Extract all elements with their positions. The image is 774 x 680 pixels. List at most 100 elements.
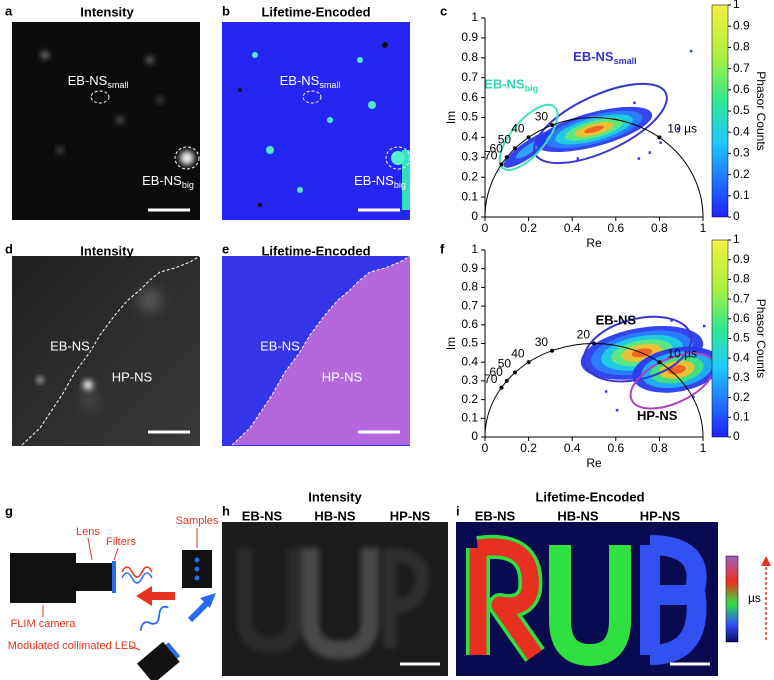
y-axis-label: Im <box>444 337 458 350</box>
annotation: EB-NS <box>50 338 90 353</box>
lifetime-label: 70 <box>484 149 498 163</box>
colorbar-tick-label: 0.5 <box>733 103 750 117</box>
column-label: EB-NS <box>242 508 283 523</box>
cluster-label: EB-NSsmall <box>573 49 636 66</box>
image-i <box>456 522 771 676</box>
y-tick-label: 0.1 <box>461 410 478 424</box>
text: EB-NS <box>68 73 108 88</box>
lifetime-marker <box>526 360 531 365</box>
panel-label: a <box>5 3 13 18</box>
lifetime-marker <box>526 135 531 140</box>
lifetime-marker <box>550 123 555 128</box>
subscript: small <box>614 56 637 66</box>
annotation: EB-NSsmall <box>68 73 129 90</box>
panel-title: Intensity <box>308 489 362 504</box>
y-axis-label: Im <box>444 111 458 124</box>
panel-title: Intensity <box>80 243 134 258</box>
cluster-label: EB-NSbig <box>484 77 538 94</box>
x-axis-label: Re <box>586 456 602 470</box>
subscript: big <box>182 180 194 190</box>
image-e <box>222 255 411 446</box>
column-label: HP-NS <box>390 508 431 523</box>
x-tick-label: 0 <box>482 221 489 235</box>
y-tick-label: 0.5 <box>461 336 478 350</box>
lifetime-marker <box>504 378 509 383</box>
setup-diagram <box>10 528 216 680</box>
part-label: Lens <box>76 526 100 538</box>
x-tick-label: 0.4 <box>564 221 581 235</box>
annotation: EB-NSsmall <box>280 73 341 90</box>
y-tick-label: 0.8 <box>461 280 478 294</box>
lifetime-marker <box>657 360 662 365</box>
text: EB-NS <box>484 77 525 92</box>
lifetime-marker <box>499 162 504 167</box>
y-tick-label: 0.7 <box>461 298 478 312</box>
cluster-outline <box>582 315 693 383</box>
cluster-label: HP-NS <box>637 408 678 423</box>
phasor-point <box>676 127 680 130</box>
lifetime-label: 60 <box>489 365 503 379</box>
part-label: Samples <box>176 515 219 527</box>
y-tick-label: 0.8 <box>461 50 478 64</box>
lifetime-label: 70 <box>484 372 498 386</box>
panel-label: b <box>222 3 230 18</box>
phasor-point <box>604 390 608 393</box>
column-label: HP-NS <box>640 508 681 523</box>
colorbar-tick-label: 0.2 <box>733 390 750 404</box>
lifetime-marker <box>657 135 662 140</box>
colorbar-label: Phasor Counts <box>754 299 768 378</box>
x-axis-label: Re <box>586 236 602 250</box>
colorbar-tick-label: 0.6 <box>733 311 750 325</box>
colorbar-tick-label: 0.6 <box>733 82 750 96</box>
annotation: EB-NSbig <box>354 173 406 190</box>
phasor-point <box>576 157 580 160</box>
column-label: EB-NS <box>475 508 516 523</box>
x-tick-label: 0.2 <box>520 221 537 235</box>
x-tick-label: 1 <box>700 221 707 235</box>
panel-label: i <box>456 503 460 518</box>
panel-title: Lifetime-Encoded <box>261 4 370 19</box>
part-label: Modulated collimated LED <box>8 640 136 652</box>
colorbar-tick-label: 1 <box>733 232 740 246</box>
annotation: HP-NS <box>112 369 153 384</box>
colorbar-tick-label: 0.3 <box>733 146 750 160</box>
text: EB-NS <box>280 73 320 88</box>
colorbar-tick-label: 0.5 <box>733 331 750 345</box>
panel-title: Lifetime-Encoded <box>535 489 644 504</box>
cluster-label: EB-NS <box>596 312 637 327</box>
panel-label: h <box>222 503 230 518</box>
lifetime-marker <box>513 146 518 151</box>
x-tick-label: 1 <box>700 441 707 455</box>
y-tick-label: 0.7 <box>461 70 478 84</box>
colorbar-tick-label: 0.1 <box>733 409 750 423</box>
colorbar <box>711 4 729 218</box>
text: EB-NS <box>142 173 182 188</box>
y-tick-label: 0.2 <box>461 169 478 183</box>
y-tick-label: 0.4 <box>461 354 478 368</box>
phasor-point <box>670 319 673 322</box>
y-tick-label: 0.3 <box>461 373 478 387</box>
lifetime-label: 10 µs <box>667 122 697 136</box>
colorbar-tick-label: 0.8 <box>733 40 750 54</box>
y-tick-label: 0.6 <box>461 317 478 331</box>
text: EB-NS <box>354 173 394 188</box>
colorbar-tick-label: 0.7 <box>733 291 750 305</box>
annotation: HP-NS <box>322 369 363 384</box>
part-label: Filters <box>106 536 136 548</box>
y-tick-label: 0.6 <box>461 90 478 104</box>
panel-label: e <box>222 241 229 256</box>
lifetime-label: 30 <box>535 335 549 349</box>
lifetime-label: 60 <box>489 141 503 155</box>
subscript: small <box>319 80 340 90</box>
phasor-point <box>689 49 693 53</box>
y-tick-label: 0 <box>471 209 478 223</box>
colorbar-label: µs <box>748 591 761 605</box>
column-label: HB-NS <box>557 508 598 523</box>
colorbar-tick-label: 0.7 <box>733 61 750 75</box>
phasor-point <box>659 141 662 144</box>
part-label: FLIM camera <box>11 618 77 630</box>
x-tick-label: 0 <box>482 441 489 455</box>
image-a <box>12 22 200 220</box>
y-tick-label: 0.1 <box>461 189 478 203</box>
